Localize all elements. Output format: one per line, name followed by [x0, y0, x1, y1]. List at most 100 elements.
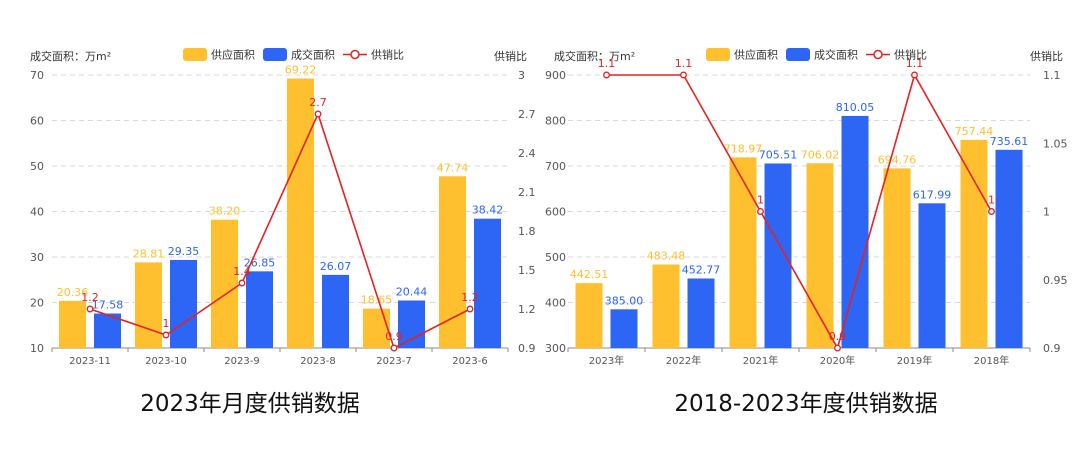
annual-chart-panel: 成交面积：万m² 供销比 供应面积 成交面积 供销比 300 400 500 600 700 800… [540, 0, 1080, 460]
x-tick-label: 2023-7 [376, 356, 411, 367]
right-tick-label: 1.1 [1043, 69, 1061, 82]
x-tick-label: 2019年 [897, 354, 932, 367]
left-tick-label: 20 [30, 297, 44, 310]
data-label-ratio: 0.9 [385, 330, 403, 343]
left-tick-label: 40 [30, 206, 44, 219]
bar-supply [806, 163, 834, 348]
data-label-supply: 47.74 [437, 161, 469, 174]
x-tick-label: 2023-8 [300, 356, 335, 367]
right-tick-label: 0.9 [1043, 342, 1061, 355]
data-label-supply: 69.22 [285, 64, 317, 77]
data-label-ratio: 1.1 [675, 57, 693, 70]
right-tick-label: 2.1 [518, 186, 536, 199]
bar-supply [729, 157, 757, 348]
legend-label-supply: 供应面积 [734, 48, 778, 62]
data-label-ratio: 1.4 [233, 265, 251, 278]
bar-supply [960, 139, 988, 348]
data-label-ratio: 1.2 [461, 291, 479, 304]
ratio-point [834, 344, 841, 352]
bar-deal [94, 313, 121, 348]
left-axis-title: 成交面积：万m² [30, 49, 111, 63]
bar-deal [687, 278, 715, 348]
ratio-point [911, 71, 918, 79]
bar-deal [764, 163, 792, 348]
data-label-supply: 694.76 [878, 153, 917, 166]
data-label-deal: 452.77 [682, 263, 721, 276]
data-label-supply: 18.65 [361, 294, 393, 307]
bar-supply [287, 78, 314, 348]
monthly-chart-panel: 成交面积：万m² 供销比 供应面积 成交面积 供销比 10 20 30 40 50 60 70 0.9 1… [30, 48, 536, 418]
data-label-supply: 38.20 [209, 205, 241, 218]
data-label-deal: 735.61 [990, 135, 1029, 148]
bar-deal [995, 149, 1023, 348]
x-tick-label: 2023年 [589, 354, 624, 367]
left-tick-label: 500 [545, 251, 566, 264]
x-tick-label: 2018年 [974, 354, 1009, 367]
left-tick-label: 700 [545, 160, 566, 173]
data-label-supply: 483.48 [647, 250, 686, 263]
data-label-deal: 29.35 [168, 245, 200, 258]
right-axis-title: 供销比 [494, 49, 527, 63]
legend-swatch-deal [786, 48, 810, 61]
left-tick-label: 30 [30, 251, 44, 264]
data-label-supply: 442.51 [570, 268, 609, 281]
ratio-point [314, 110, 322, 118]
bar-deal [246, 271, 273, 348]
data-label-ratio: 1 [163, 317, 170, 330]
ratio-point [162, 331, 170, 339]
legend-label-deal: 成交面积 [291, 48, 335, 62]
bar-supply [59, 300, 86, 348]
data-label-deal: 617.99 [913, 188, 952, 201]
right-tick-label: 0.9 [518, 342, 536, 355]
left-tick-label: 60 [30, 115, 44, 128]
left-tick-label: 50 [30, 160, 44, 173]
data-label-ratio: 1 [988, 194, 995, 207]
x-tick-label: 2021年 [743, 354, 778, 367]
ratio-point [603, 71, 610, 79]
bar-deal [841, 115, 869, 349]
right-tick-label: 2.7 [518, 108, 536, 121]
left-axis-title: 成交面积：万m² [554, 49, 635, 63]
ratio-point [680, 71, 687, 79]
legend-marker-ratio [350, 49, 360, 60]
bar-supply [439, 176, 466, 348]
ratio-point [466, 305, 474, 313]
left-tick-label: 400 [545, 297, 566, 310]
data-label-ratio: 1.1 [906, 57, 924, 70]
legend-marker-ratio [873, 49, 883, 60]
bar-deal [918, 203, 946, 348]
legend-swatch-supply [183, 48, 207, 61]
right-tick-label: 1.8 [518, 225, 536, 238]
data-label-deal: 385.00 [605, 294, 644, 307]
data-label-deal: 810.05 [836, 101, 875, 114]
data-label-deal: 17.58 [92, 299, 124, 312]
bar-deal [474, 218, 501, 348]
data-label-ratio: 2.7 [309, 96, 327, 109]
annual-chart-title: 2018-2023年度供销数据 [674, 391, 938, 417]
right-axis-title: 供销比 [1030, 49, 1063, 63]
bar-deal [610, 309, 638, 348]
bar-supply [363, 308, 390, 348]
data-label-supply: 718.97 [724, 142, 763, 155]
ratio-point [86, 305, 94, 313]
data-label-supply: 28.81 [133, 247, 165, 260]
legend-label-deal: 成交面积 [814, 48, 858, 62]
data-label-supply: 706.02 [801, 148, 840, 161]
right-tick-label: 3 [518, 69, 525, 82]
data-label-deal: 705.51 [759, 148, 798, 161]
right-tick-label: 1.5 [518, 264, 536, 277]
bar-supply [652, 264, 680, 348]
data-label-deal: 26.85 [244, 256, 276, 269]
x-tick-label: 2023-11 [69, 356, 111, 367]
ratio-line [606, 72, 993, 351]
bar-supply [135, 262, 162, 348]
legend-label-ratio: 供销比 [894, 48, 927, 62]
left-tick-label: 600 [545, 206, 566, 219]
legend-swatch-deal [263, 48, 287, 61]
bar-deal [322, 274, 349, 348]
left-tick-label: 900 [545, 69, 566, 82]
legend-label-ratio: 供销比 [371, 48, 404, 62]
data-label-ratio: 1.2 [81, 291, 99, 304]
right-tick-label: 2.4 [518, 147, 536, 160]
data-label-deal: 38.42 [472, 204, 504, 217]
